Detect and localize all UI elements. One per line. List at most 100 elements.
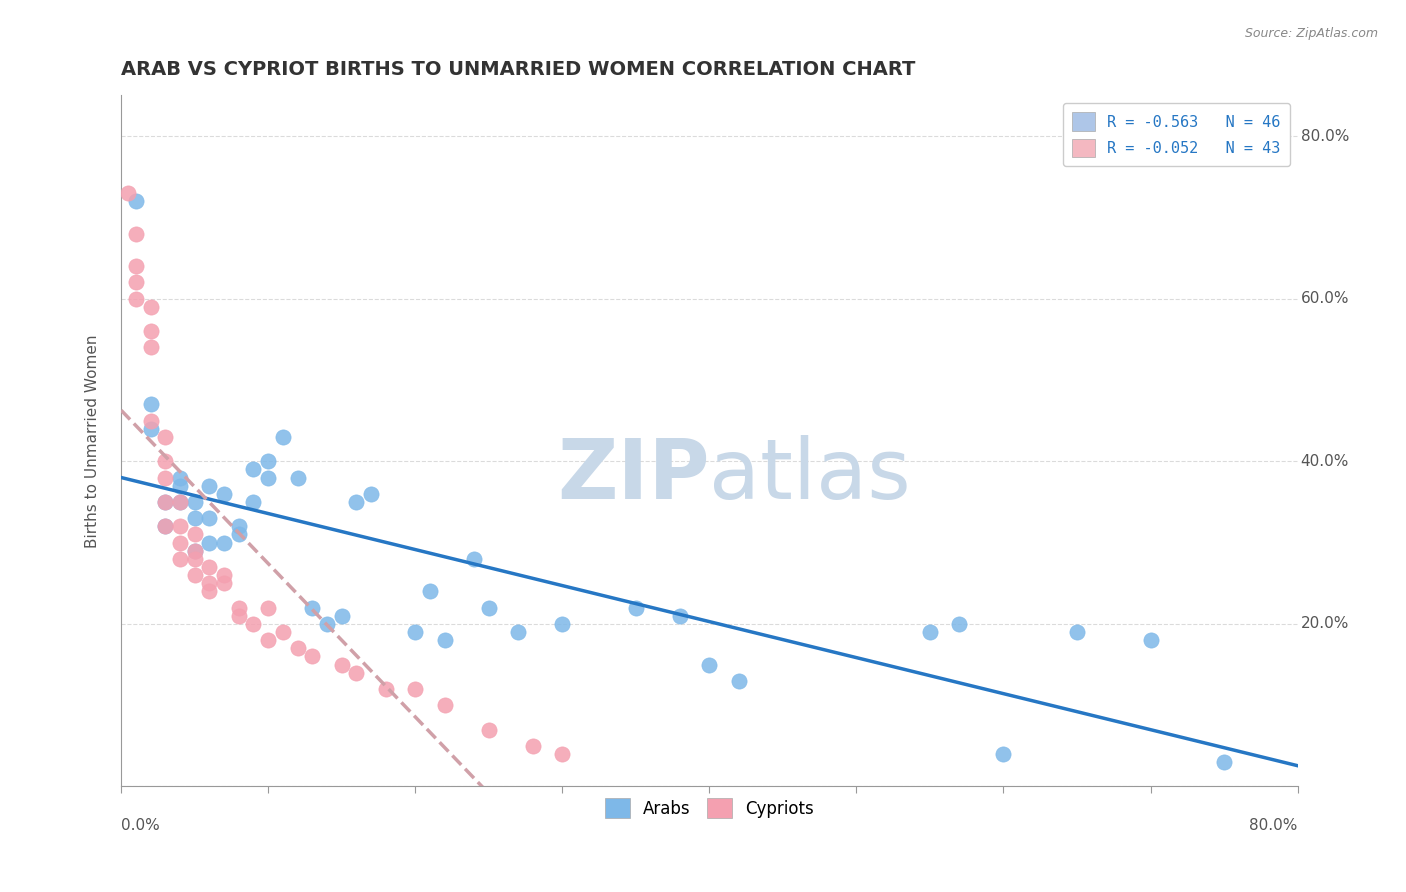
Point — [257, 470, 280, 484]
Point — [330, 657, 353, 672]
Point — [198, 535, 221, 549]
Text: 80.0%: 80.0% — [1249, 818, 1298, 832]
Point — [155, 495, 177, 509]
Point — [169, 519, 191, 533]
Point — [212, 535, 235, 549]
Point — [948, 616, 970, 631]
Point — [271, 430, 294, 444]
Point — [463, 552, 485, 566]
Point — [346, 495, 368, 509]
Point — [301, 600, 323, 615]
Legend: Arabs, Cypriots: Arabs, Cypriots — [596, 789, 823, 827]
Point — [212, 568, 235, 582]
Point — [198, 478, 221, 492]
Point — [433, 698, 456, 713]
Text: Source: ZipAtlas.com: Source: ZipAtlas.com — [1244, 27, 1378, 40]
Point — [125, 292, 148, 306]
Point — [522, 739, 544, 753]
Point — [169, 552, 191, 566]
Point — [257, 454, 280, 468]
Point — [551, 616, 574, 631]
Point — [155, 495, 177, 509]
Point — [198, 584, 221, 599]
Text: ZIP: ZIP — [557, 435, 710, 516]
Point — [139, 324, 162, 338]
Point — [404, 681, 426, 696]
Text: 80.0%: 80.0% — [1301, 128, 1348, 144]
Point — [125, 259, 148, 273]
Point — [155, 519, 177, 533]
Point — [242, 495, 264, 509]
Point — [139, 397, 162, 411]
Point — [155, 430, 177, 444]
Point — [155, 470, 177, 484]
Point — [360, 487, 382, 501]
Point — [242, 616, 264, 631]
Text: 60.0%: 60.0% — [1301, 291, 1348, 306]
Point — [478, 600, 501, 615]
Point — [419, 584, 441, 599]
Point — [198, 576, 221, 591]
Text: 40.0%: 40.0% — [1301, 454, 1348, 469]
Point — [139, 414, 162, 428]
Point — [242, 462, 264, 476]
Point — [125, 276, 148, 290]
Point — [183, 511, 205, 525]
Point — [508, 625, 530, 640]
Point — [169, 470, 191, 484]
Point — [212, 487, 235, 501]
Text: 20.0%: 20.0% — [1301, 616, 1348, 632]
Point — [346, 665, 368, 680]
Point — [301, 649, 323, 664]
Point — [257, 600, 280, 615]
Point — [404, 625, 426, 640]
Point — [183, 543, 205, 558]
Text: ARAB VS CYPRIOT BIRTHS TO UNMARRIED WOMEN CORRELATION CHART: ARAB VS CYPRIOT BIRTHS TO UNMARRIED WOME… — [121, 60, 915, 78]
Point — [271, 625, 294, 640]
Point — [669, 608, 692, 623]
Point — [155, 519, 177, 533]
Point — [228, 527, 250, 541]
Point — [551, 747, 574, 761]
Point — [183, 543, 205, 558]
Point — [169, 495, 191, 509]
Point — [125, 194, 148, 208]
Point — [183, 552, 205, 566]
Point — [198, 560, 221, 574]
Point — [125, 227, 148, 241]
Point — [624, 600, 647, 615]
Text: 0.0%: 0.0% — [121, 818, 160, 832]
Point — [228, 519, 250, 533]
Point — [198, 511, 221, 525]
Point — [212, 576, 235, 591]
Point — [287, 470, 309, 484]
Point — [228, 600, 250, 615]
Point — [727, 673, 749, 688]
Point — [993, 747, 1015, 761]
Point — [155, 454, 177, 468]
Text: atlas: atlas — [710, 435, 911, 516]
Point — [169, 535, 191, 549]
Point — [316, 616, 339, 631]
Y-axis label: Births to Unmarried Women: Births to Unmarried Women — [86, 334, 100, 548]
Point — [478, 723, 501, 737]
Point — [1139, 633, 1161, 648]
Point — [117, 186, 139, 200]
Point — [139, 300, 162, 314]
Point — [169, 478, 191, 492]
Point — [287, 641, 309, 656]
Point — [257, 633, 280, 648]
Point — [433, 633, 456, 648]
Point — [374, 681, 396, 696]
Point — [228, 608, 250, 623]
Point — [918, 625, 941, 640]
Point — [183, 527, 205, 541]
Point — [139, 341, 162, 355]
Point — [183, 568, 205, 582]
Point — [183, 495, 205, 509]
Point — [169, 495, 191, 509]
Point — [1066, 625, 1088, 640]
Point — [699, 657, 721, 672]
Point — [330, 608, 353, 623]
Point — [139, 422, 162, 436]
